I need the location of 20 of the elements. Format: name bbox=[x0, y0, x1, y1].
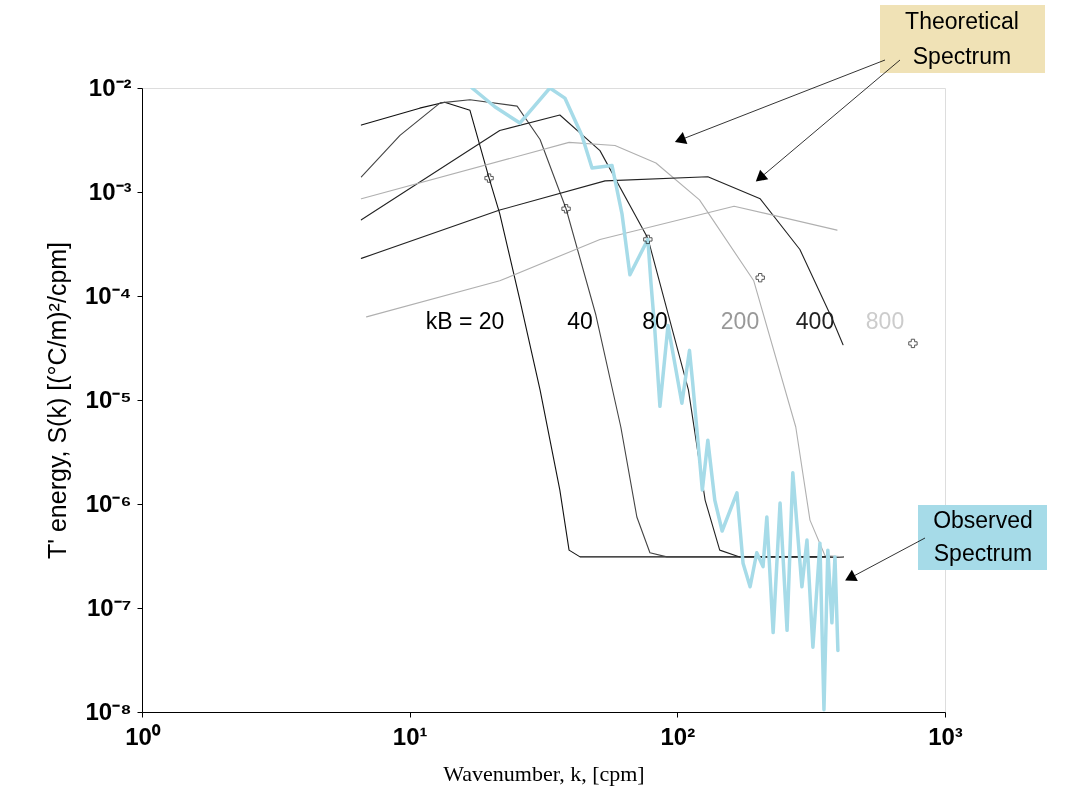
annotation: 40 bbox=[567, 308, 593, 334]
y-tick-label: 10⁻⁷ bbox=[86, 593, 132, 621]
x-tick-label: 10² bbox=[660, 722, 696, 750]
x-tick-label: 10³ bbox=[928, 722, 963, 750]
text: Theoretical Spectrum bbox=[905, 8, 1019, 69]
y-tick-label: 10⁻³ bbox=[88, 177, 132, 205]
x-axis-title: Wavenumber, k, [cpm] bbox=[443, 760, 645, 786]
x-tick-label: 10⁰ bbox=[125, 722, 161, 750]
x-tick-label: 10¹ bbox=[392, 722, 428, 750]
annotation: 200 bbox=[720, 308, 760, 334]
y-tick-label: 10⁻⁴ bbox=[84, 281, 132, 309]
y-tick-label: 10⁻⁶ bbox=[85, 489, 132, 517]
annotation: 400 bbox=[795, 308, 835, 334]
y-axis-title: T' energy, S(k) [(°C/m)²/cpm] bbox=[42, 241, 71, 560]
annotation: kB = 20 bbox=[425, 308, 505, 334]
y-tick-label: 10⁻⁸ bbox=[85, 697, 132, 725]
y-tick-label: 10⁻⁵ bbox=[85, 385, 132, 413]
annotation: 80 bbox=[642, 308, 668, 334]
y-tick-label: 10⁻² bbox=[88, 73, 132, 101]
annotation: Observed Spectrum bbox=[933, 507, 1033, 566]
